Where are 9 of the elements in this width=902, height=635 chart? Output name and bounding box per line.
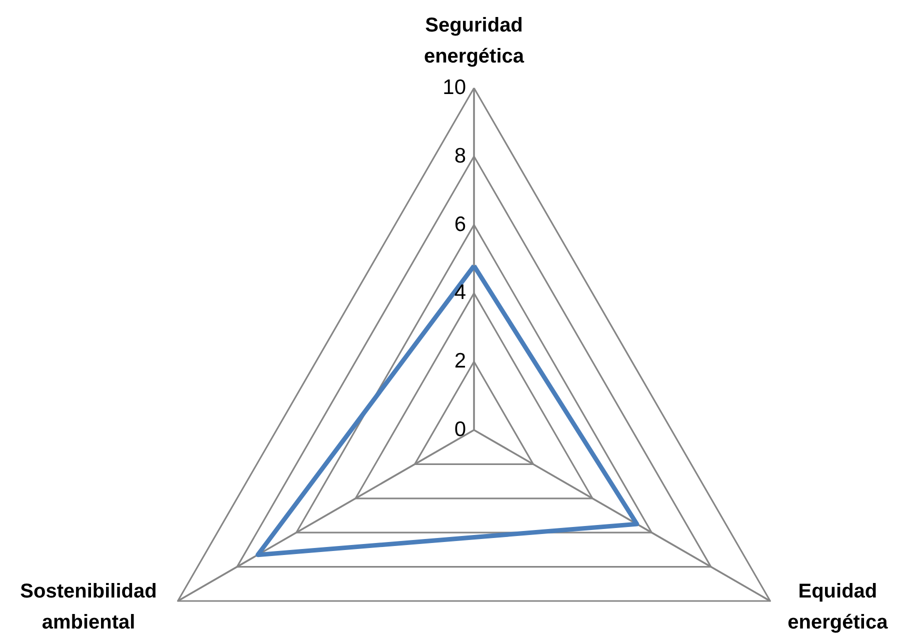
y-tick-label: 6 bbox=[454, 212, 466, 236]
y-tick-label: 10 bbox=[442, 76, 466, 99]
spoke-label: Equidad energética bbox=[788, 580, 889, 634]
y-tick-label: 4 bbox=[454, 281, 466, 304]
y-tick-label: 0 bbox=[454, 418, 466, 441]
spoke-label: Seguridad energética bbox=[424, 14, 525, 68]
spoke-label: Sostenibilidad ambiental bbox=[20, 580, 157, 634]
y-tick-label: 8 bbox=[454, 144, 466, 168]
y-tick-label: 2 bbox=[454, 350, 466, 373]
